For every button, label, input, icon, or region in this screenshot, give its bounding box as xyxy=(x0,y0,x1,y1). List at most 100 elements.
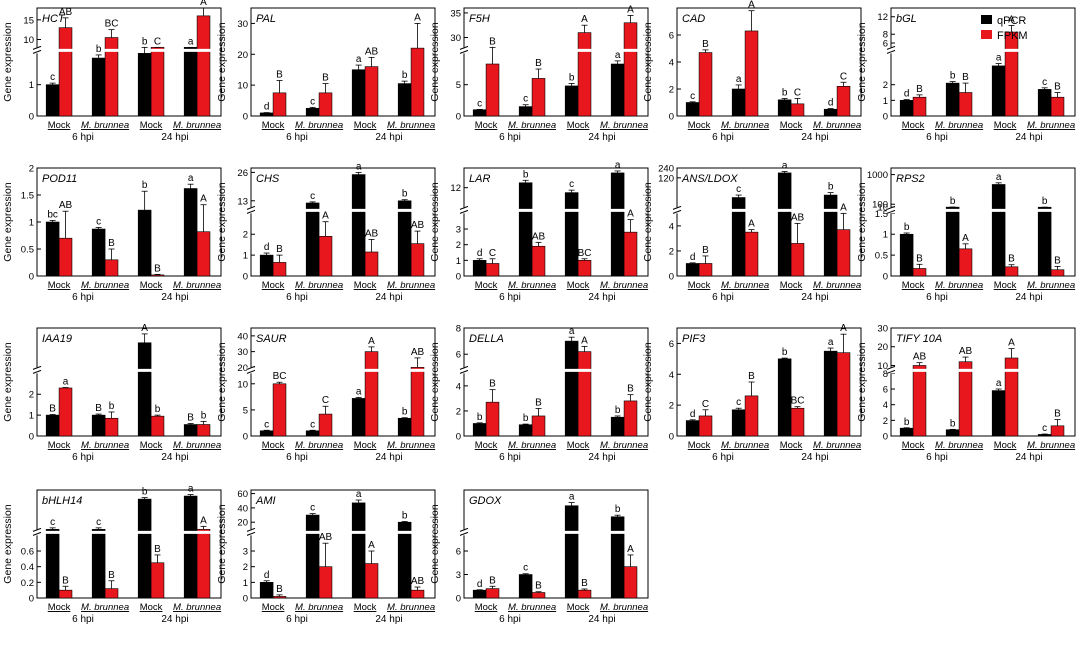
category-label: Mock xyxy=(475,120,498,131)
bar-break-mark xyxy=(45,530,61,534)
y-tick-label: 0 xyxy=(883,272,888,283)
bar-qpcr-3 xyxy=(137,53,152,117)
bar-qpcr-2 xyxy=(305,107,320,117)
y-tick-label: 0 xyxy=(883,432,888,443)
significance-letter: b xyxy=(828,182,834,193)
significance-letter: c xyxy=(736,184,741,195)
y-tick-label: 0 xyxy=(456,594,461,605)
significance-letter: c xyxy=(310,419,315,430)
bar-fpkm-4 xyxy=(623,400,638,437)
axis-break-line xyxy=(32,365,42,370)
y-tick-label: 6 xyxy=(669,31,674,42)
significance-letter: c xyxy=(1042,423,1047,434)
y-tick-label: 1.5 xyxy=(21,191,34,202)
timepoint-label: 24 hpi xyxy=(801,292,828,303)
category-label: Mock xyxy=(262,280,285,291)
significance-letter: A xyxy=(414,12,421,23)
significance-letter: b xyxy=(142,180,148,191)
y-tick-label: 8 xyxy=(883,369,888,380)
bar-break-mark xyxy=(610,530,626,534)
y-axis-label: Gene expression xyxy=(429,504,441,584)
axis-break-line xyxy=(459,531,469,536)
timepoint-label: 6 hpi xyxy=(499,132,521,143)
bar-qpcr-3 xyxy=(991,184,1006,277)
significance-letter: b xyxy=(615,405,621,416)
y-tick-label: 2 xyxy=(456,406,461,417)
y-tick-label: 6 xyxy=(883,385,888,396)
bar-qpcr-1 xyxy=(259,112,274,117)
axis-break-line xyxy=(246,369,256,374)
timepoint-label: 6 hpi xyxy=(72,292,94,303)
y-tick-label: 10 xyxy=(877,361,888,372)
category-label: M. brunnea xyxy=(721,280,769,291)
significance-letter: AB xyxy=(365,228,379,239)
category-label: M. brunnea xyxy=(387,602,435,613)
significance-letter: c xyxy=(310,503,315,514)
axis-break-line xyxy=(32,531,42,536)
bar-qpcr-1 xyxy=(472,260,487,277)
bar-fpkm-3 xyxy=(364,251,379,277)
bar-qpcr-1 xyxy=(45,529,60,599)
bar-fpkm-2 xyxy=(104,259,119,277)
significance-letter: A xyxy=(748,219,755,230)
bar-fpkm-3 xyxy=(790,103,805,117)
y-tick-label: 60 xyxy=(237,489,248,500)
bar-qpcr-2 xyxy=(518,106,533,117)
significance-letter: a xyxy=(828,337,834,348)
bar-fpkm-3 xyxy=(1004,266,1019,277)
bar-qpcr-3 xyxy=(564,85,579,117)
category-label: Mock xyxy=(567,602,590,613)
bar-fpkm-1 xyxy=(58,237,73,277)
timepoint-label: 6 hpi xyxy=(72,614,94,625)
bar-qpcr-3 xyxy=(351,398,366,437)
category-label: M. brunnea xyxy=(600,280,648,291)
bar-qpcr-2 xyxy=(945,429,960,437)
significance-letter: b xyxy=(155,404,161,415)
significance-letter: A xyxy=(200,515,207,526)
significance-letter: a xyxy=(188,484,194,495)
significance-letter: b xyxy=(950,418,956,429)
bar-qpcr-3 xyxy=(351,502,366,599)
significance-letter: A xyxy=(141,323,148,334)
y-tick-label: 40 xyxy=(237,331,248,342)
y-tick-label: 2 xyxy=(669,246,674,257)
chart-panel-bhlh14: bHLH14 Gene expression 0 0.2 0.4 0.6 c Bc Bb Ba A M… xyxy=(2,484,222,625)
significance-letter: AB xyxy=(59,200,73,211)
panel-title: CAD xyxy=(682,13,705,25)
significance-letter: a xyxy=(996,172,1002,183)
y-tick-label: 2 xyxy=(669,85,674,96)
panel-frame xyxy=(676,167,862,277)
bar-qpcr-1 xyxy=(685,420,700,437)
axis-break-line xyxy=(886,365,896,370)
bar-fpkm-2 xyxy=(958,361,973,437)
axis-break-gap xyxy=(887,207,895,214)
bar-qpcr-3 xyxy=(777,172,792,277)
category-label: Mock xyxy=(48,120,71,131)
bar-qpcr-3 xyxy=(351,174,366,277)
bar-break-mark xyxy=(610,208,626,212)
timepoint-label: 24 hpi xyxy=(588,452,615,463)
axis-break-line xyxy=(886,205,896,210)
significance-letter: B xyxy=(916,84,923,95)
axis-break-line xyxy=(459,527,469,532)
legend-label-fpkm: FPKM xyxy=(997,30,1028,42)
axis-break-gap xyxy=(33,47,41,54)
y-tick-label: 1 xyxy=(883,96,888,107)
bar-qpcr-2 xyxy=(518,574,533,599)
significance-letter: a xyxy=(188,173,194,184)
panel-title: F5H xyxy=(469,13,490,25)
panel-title: GDOX xyxy=(469,495,502,507)
bar-fpkm-4 xyxy=(836,352,851,437)
panel-title: HCT xyxy=(42,13,66,25)
significance-letter: a xyxy=(615,50,621,61)
y-tick-label: 0 xyxy=(29,594,34,605)
category-label: M. brunnea xyxy=(295,440,343,451)
timepoint-label: 6 hpi xyxy=(712,452,734,463)
significance-letter: b xyxy=(904,417,910,428)
significance-letter: B xyxy=(322,73,329,84)
timepoint-label: 24 hpi xyxy=(588,292,615,303)
significance-letter: C xyxy=(702,399,709,410)
significance-letter: B xyxy=(1054,255,1061,266)
category-label: M. brunnea xyxy=(295,120,343,131)
